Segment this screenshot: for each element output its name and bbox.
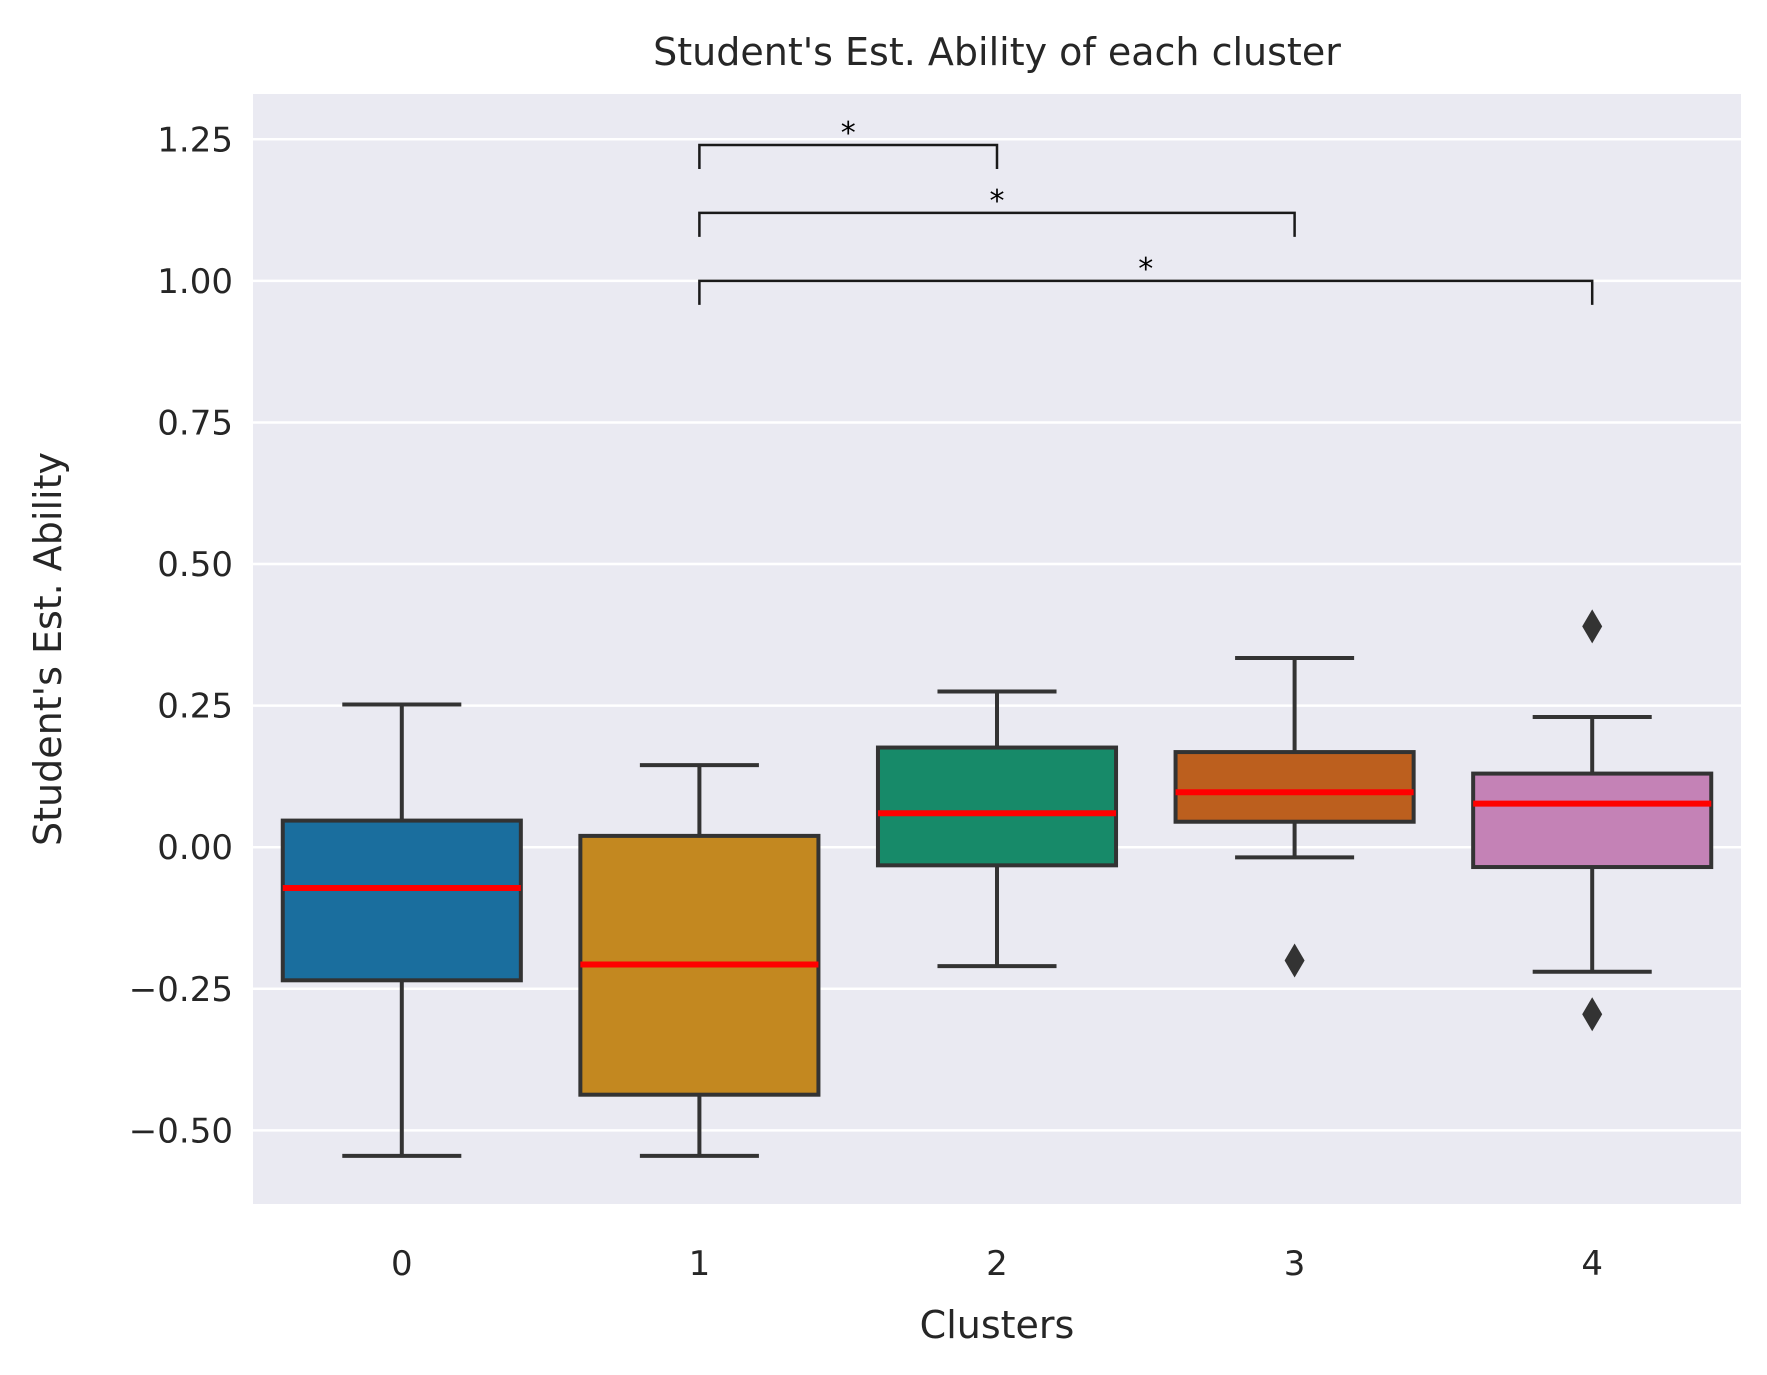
outlier-marker: [1582, 997, 1603, 1032]
chart-title: Student's Est. Ability of each cluster: [653, 30, 1341, 74]
x-axis-label: Clusters: [920, 1303, 1075, 1347]
y-axis-label: Student's Est. Ability: [26, 452, 70, 846]
x-tick-label: 4: [1581, 1244, 1603, 1284]
y-tick-label: 0.50: [157, 545, 233, 585]
box-cluster-1: [578, 763, 821, 1158]
plot-area: [253, 94, 1741, 1204]
significance-star: *: [841, 116, 856, 151]
box-iqr: [280, 818, 523, 983]
x-tick-label: 1: [689, 1244, 711, 1284]
box-iqr: [1471, 771, 1714, 870]
y-tick-label: 1.00: [157, 262, 233, 302]
outlier-marker: [1284, 943, 1305, 978]
significance-bracket: [698, 143, 999, 169]
box-cluster-2: [875, 689, 1119, 969]
box-cluster-0: [280, 702, 523, 1158]
y-tick-label: −0.25: [129, 970, 233, 1010]
y-tick-label: −0.50: [129, 1111, 233, 1151]
x-tick-label: 2: [986, 1244, 1008, 1284]
y-tick-label: 0.75: [157, 403, 233, 443]
boxes: [280, 609, 1714, 1158]
box-iqr: [1173, 750, 1416, 824]
significance-bracket: [698, 279, 1594, 305]
significance-star: *: [1138, 252, 1153, 287]
y-tick-label: 0.00: [157, 828, 233, 868]
box-iqr: [875, 745, 1119, 868]
significance-star: *: [990, 184, 1005, 219]
significance-bracket: [698, 211, 1296, 237]
tick-labels: −0.50 −0.25 0.00 0.25 0.50 0.75 1.00 1.25 0 1 2 3 4: [129, 120, 1603, 1284]
y-tick-label: 1.25: [157, 120, 233, 160]
x-tick-label: 0: [391, 1244, 413, 1284]
y-tick-label: 0.25: [157, 687, 233, 727]
box-cluster-3: [1173, 656, 1416, 978]
x-tick-label: 3: [1284, 1244, 1306, 1284]
box-cluster-4: [1471, 609, 1714, 1032]
outlier-marker: [1582, 609, 1603, 644]
significance-annotations: * * *: [698, 116, 1594, 305]
